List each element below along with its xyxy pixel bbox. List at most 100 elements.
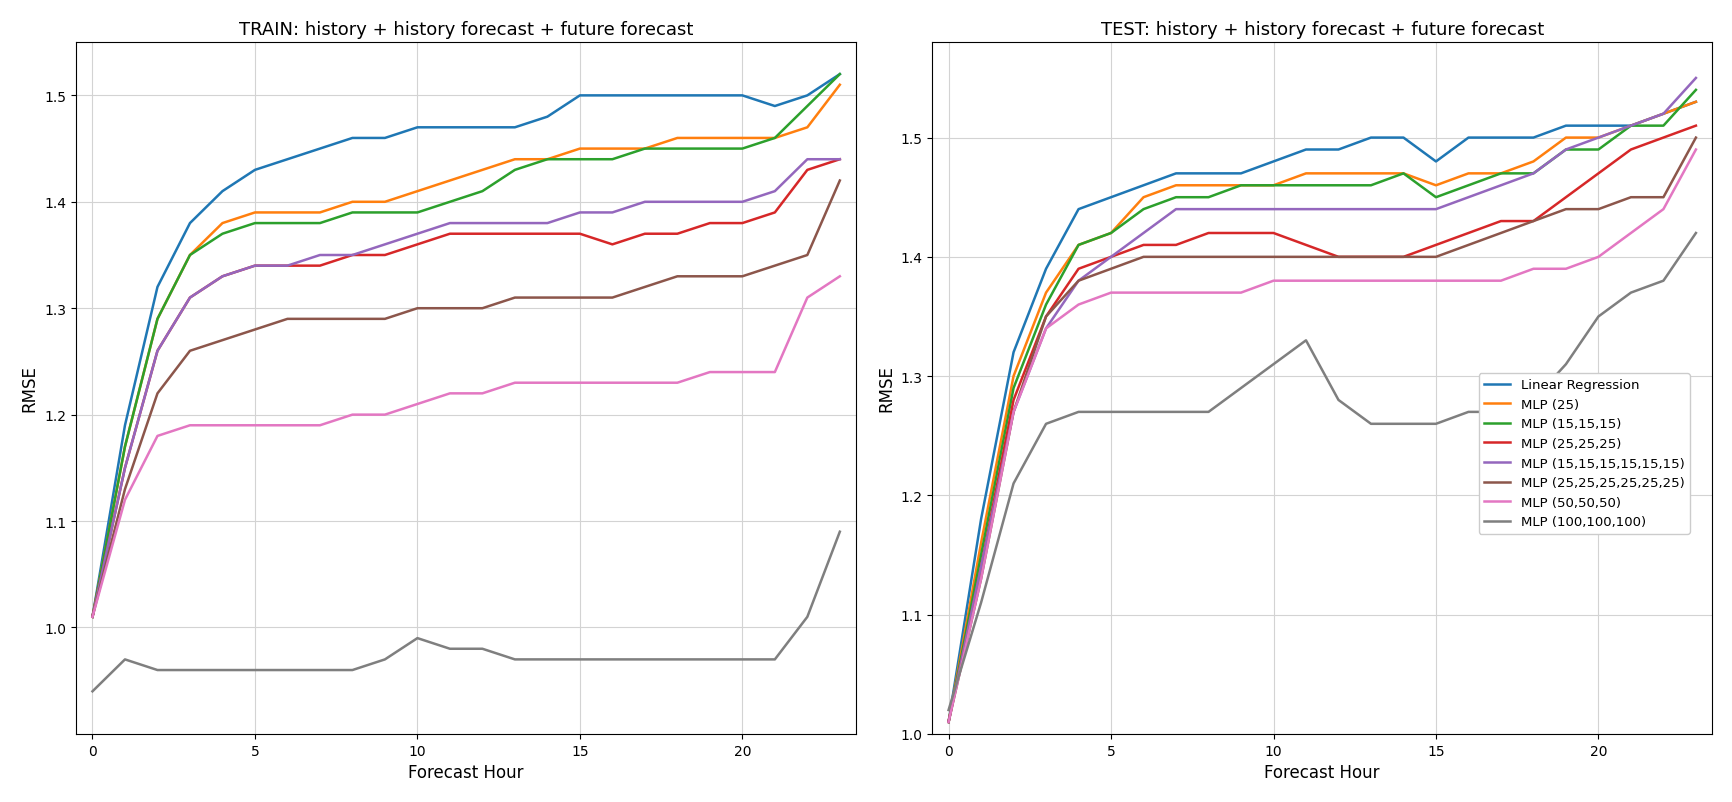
Line: MLP (100,100,100): MLP (100,100,100) bbox=[947, 233, 1696, 710]
MLP (25) bbox=[1197, 181, 1218, 191]
MLP (25,25,25) bbox=[1360, 253, 1380, 262]
MLP (25,25,25) bbox=[1685, 122, 1706, 132]
Title: TRAIN: history + history forecast + future forecast: TRAIN: history + history forecast + futu… bbox=[239, 21, 693, 38]
MLP (25,25,25,25,25,25) bbox=[1133, 253, 1154, 262]
MLP (25,25,25,25,25,25) bbox=[1587, 205, 1607, 215]
Linear Regression bbox=[1685, 98, 1706, 107]
MLP (50,50,50) bbox=[1036, 324, 1057, 334]
MLP (15,15,15,15,15,15) bbox=[1230, 205, 1251, 215]
Y-axis label: RMSE: RMSE bbox=[21, 365, 38, 412]
Line: MLP (25,25,25,25,25,25): MLP (25,25,25,25,25,25) bbox=[947, 139, 1696, 722]
MLP (15,15,15,15,15,15) bbox=[1003, 407, 1024, 417]
MLP (50,50,50) bbox=[1457, 277, 1477, 286]
MLP (15,15,15,15,15,15) bbox=[1360, 205, 1380, 215]
MLP (100,100,100) bbox=[1133, 407, 1154, 417]
Line: MLP (15,15,15): MLP (15,15,15) bbox=[947, 91, 1696, 722]
MLP (25,25,25) bbox=[1197, 229, 1218, 238]
MLP (50,50,50) bbox=[1555, 265, 1576, 274]
MLP (15,15,15) bbox=[1555, 145, 1576, 155]
Linear Regression bbox=[1166, 169, 1186, 179]
MLP (25,25,25,25,25,25) bbox=[1003, 407, 1024, 417]
Linear Regression bbox=[1425, 157, 1446, 167]
Linear Regression bbox=[937, 717, 958, 727]
MLP (50,50,50) bbox=[1166, 289, 1186, 298]
MLP (25,25,25) bbox=[1166, 241, 1186, 250]
MLP (15,15,15) bbox=[1296, 181, 1316, 191]
MLP (15,15,15) bbox=[1619, 122, 1640, 132]
MLP (50,50,50) bbox=[1133, 289, 1154, 298]
MLP (25,25,25) bbox=[937, 717, 958, 727]
Line: MLP (25): MLP (25) bbox=[947, 103, 1696, 722]
MLP (25) bbox=[937, 717, 958, 727]
MLP (50,50,50) bbox=[970, 574, 991, 584]
MLP (25,25,25,25,25,25) bbox=[1425, 253, 1446, 262]
MLP (15,15,15) bbox=[1263, 181, 1283, 191]
MLP (25) bbox=[1067, 241, 1088, 250]
X-axis label: Forecast Hour: Forecast Hour bbox=[409, 764, 523, 781]
Linear Regression bbox=[1230, 169, 1251, 179]
MLP (100,100,100) bbox=[1425, 419, 1446, 429]
MLP (100,100,100) bbox=[1555, 360, 1576, 370]
MLP (25,25,25,25,25,25) bbox=[937, 717, 958, 727]
MLP (15,15,15) bbox=[1587, 145, 1607, 155]
MLP (15,15,15,15,15,15) bbox=[937, 717, 958, 727]
MLP (100,100,100) bbox=[1296, 336, 1316, 346]
MLP (25) bbox=[1166, 181, 1186, 191]
MLP (15,15,15) bbox=[1327, 181, 1347, 191]
MLP (25,25,25) bbox=[1230, 229, 1251, 238]
Linear Regression bbox=[1133, 181, 1154, 191]
MLP (25,25,25) bbox=[1457, 229, 1477, 238]
MLP (50,50,50) bbox=[937, 717, 958, 727]
MLP (25,25,25) bbox=[1522, 217, 1543, 227]
MLP (100,100,100) bbox=[937, 705, 958, 715]
MLP (15,15,15,15,15,15) bbox=[1685, 74, 1706, 83]
MLP (25,25,25) bbox=[1619, 145, 1640, 155]
MLP (25) bbox=[1327, 169, 1347, 179]
MLP (25,25,25,25,25,25) bbox=[1619, 193, 1640, 203]
MLP (50,50,50) bbox=[1067, 301, 1088, 310]
MLP (25,25,25,25,25,25) bbox=[1652, 193, 1673, 203]
MLP (25,25,25) bbox=[970, 562, 991, 572]
MLP (25,25,25,25,25,25) bbox=[1263, 253, 1283, 262]
MLP (15,15,15,15,15,15) bbox=[1490, 181, 1510, 191]
MLP (25,25,25) bbox=[1036, 312, 1057, 322]
MLP (25,25,25) bbox=[1652, 134, 1673, 144]
MLP (15,15,15) bbox=[1360, 181, 1380, 191]
Linear Regression bbox=[1652, 110, 1673, 119]
MLP (25,25,25) bbox=[1425, 241, 1446, 250]
MLP (100,100,100) bbox=[1652, 277, 1673, 286]
Linear Regression bbox=[970, 515, 991, 525]
MLP (100,100,100) bbox=[1230, 383, 1251, 393]
MLP (100,100,100) bbox=[1036, 419, 1057, 429]
MLP (15,15,15) bbox=[1133, 205, 1154, 215]
MLP (25) bbox=[1522, 157, 1543, 167]
Linear Regression bbox=[1360, 134, 1380, 144]
MLP (25) bbox=[1003, 372, 1024, 382]
MLP (100,100,100) bbox=[1166, 407, 1186, 417]
MLP (15,15,15) bbox=[1490, 169, 1510, 179]
MLP (25,25,25) bbox=[1555, 193, 1576, 203]
Y-axis label: RMSE: RMSE bbox=[876, 365, 894, 412]
MLP (50,50,50) bbox=[1425, 277, 1446, 286]
Linear Regression bbox=[1393, 134, 1413, 144]
MLP (50,50,50) bbox=[1100, 289, 1121, 298]
MLP (25,25,25,25,25,25) bbox=[1166, 253, 1186, 262]
MLP (15,15,15,15,15,15) bbox=[1652, 110, 1673, 119]
MLP (100,100,100) bbox=[1393, 419, 1413, 429]
MLP (50,50,50) bbox=[1263, 277, 1283, 286]
MLP (15,15,15,15,15,15) bbox=[1522, 169, 1543, 179]
MLP (100,100,100) bbox=[1327, 395, 1347, 405]
MLP (25) bbox=[1490, 169, 1510, 179]
MLP (100,100,100) bbox=[1587, 312, 1607, 322]
MLP (15,15,15) bbox=[1522, 169, 1543, 179]
MLP (100,100,100) bbox=[1685, 229, 1706, 238]
MLP (15,15,15) bbox=[1067, 241, 1088, 250]
MLP (15,15,15,15,15,15) bbox=[1100, 253, 1121, 262]
MLP (25,25,25) bbox=[1327, 253, 1347, 262]
Title: TEST: history + history forecast + future forecast: TEST: history + history forecast + futur… bbox=[1100, 21, 1543, 38]
MLP (15,15,15,15,15,15) bbox=[970, 562, 991, 572]
MLP (15,15,15) bbox=[1003, 383, 1024, 393]
MLP (100,100,100) bbox=[1003, 479, 1024, 488]
MLP (50,50,50) bbox=[1230, 289, 1251, 298]
Linear Regression bbox=[1036, 265, 1057, 274]
